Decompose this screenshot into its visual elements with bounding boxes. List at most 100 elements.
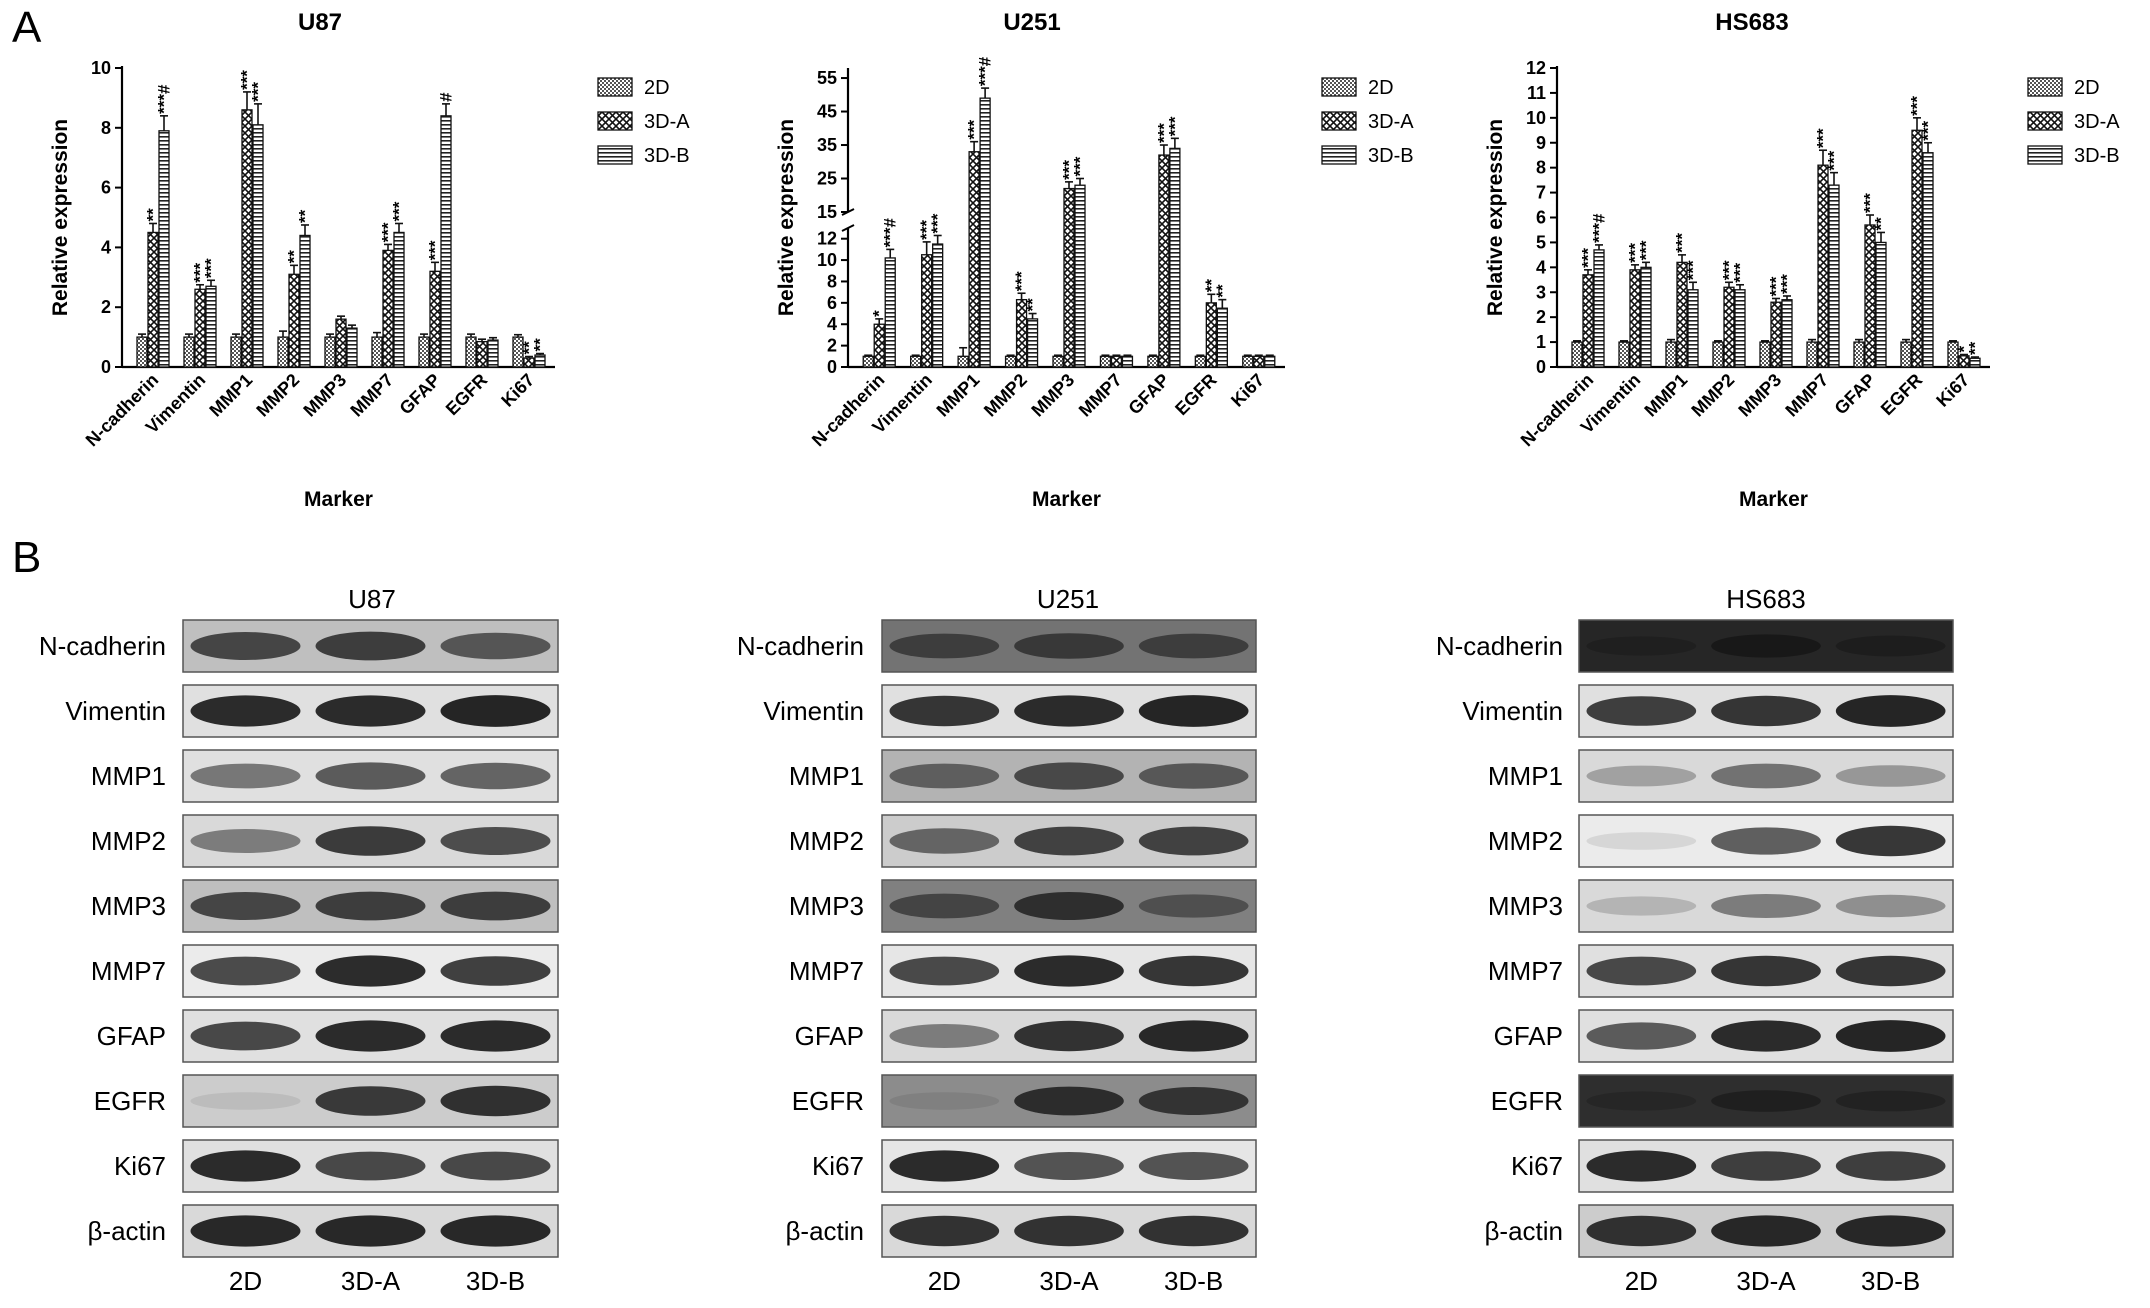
bar-2d-vimentin xyxy=(183,336,195,368)
legend-label-3d-a: 3D-A xyxy=(644,111,690,133)
bar-3d-a-vimentin xyxy=(921,254,933,368)
blot-row-label: β-actin xyxy=(87,1216,166,1246)
legend-swatch-3d-a xyxy=(597,111,633,131)
x-tick-label: EGFR xyxy=(442,370,492,420)
bar-3d-a-mmp3 xyxy=(1063,187,1075,368)
y-tick-label: 10 xyxy=(91,58,111,78)
significance-label: ** xyxy=(1213,284,1232,298)
significance-label: # xyxy=(437,92,456,102)
bar-2d-vimentin xyxy=(1618,341,1630,368)
bar-3d-b-ki67 xyxy=(534,354,546,368)
bar-3d-b-mmp3 xyxy=(346,327,358,368)
blot-band xyxy=(1835,894,1946,918)
blot-band xyxy=(1138,1020,1249,1052)
bar-2d-ki67 xyxy=(1947,341,1959,368)
y-tick-label: 4 xyxy=(101,237,111,257)
significance-label: ***# xyxy=(1590,213,1609,243)
blot-lane-label: 3D-A xyxy=(1736,1266,1796,1296)
bar-2d-mmp3 xyxy=(324,336,336,368)
x-tick-label: MMP2 xyxy=(252,370,303,421)
x-tick-label: Ki67 xyxy=(497,370,538,411)
y-tick-label: 6 xyxy=(827,293,837,313)
significance-label: *** xyxy=(1165,116,1184,136)
bar-2d-mmp2 xyxy=(1712,341,1724,368)
blot-band xyxy=(1014,633,1124,659)
blot-band xyxy=(315,1215,426,1247)
y-tick-label: 2 xyxy=(827,336,837,356)
significance-label: *** xyxy=(1579,248,1598,268)
bar-2d-n-cadherin xyxy=(1571,341,1583,368)
blot-band xyxy=(1014,955,1124,987)
blot-row-label: GFAP xyxy=(1494,1021,1563,1051)
blot-lane-label: 3D-A xyxy=(1039,1266,1099,1296)
x-tick-label: Ki67 xyxy=(1227,370,1268,411)
bar-2d-gfap xyxy=(1147,355,1159,368)
blot-row-label: EGFR xyxy=(792,1086,864,1116)
blot-band xyxy=(440,695,551,727)
y-tick-label: 7 xyxy=(1536,183,1546,203)
y-tick-label: 0 xyxy=(101,357,111,377)
bar-3d-b-mmp7 xyxy=(1121,355,1134,368)
significance-label: *** xyxy=(1684,260,1703,280)
blot-row-label: MMP1 xyxy=(1488,761,1563,791)
bar-3d-a-mmp1 xyxy=(241,109,253,368)
blot-row-label: Vimentin xyxy=(65,696,166,726)
significance-label: *** xyxy=(928,213,947,233)
significance-label: *** xyxy=(379,222,398,242)
bar-2d-gfap xyxy=(418,336,430,368)
y-tick-label: 6 xyxy=(101,178,111,198)
blot-title: U87 xyxy=(348,584,396,614)
significance-label: *** xyxy=(191,263,210,283)
blot-row-label: EGFR xyxy=(94,1086,166,1116)
panel-label-a: A xyxy=(12,3,42,52)
significance-label: *** xyxy=(965,119,984,139)
blot-lane-label: 3D-B xyxy=(1164,1266,1223,1296)
bar-2d-vimentin xyxy=(910,355,922,368)
bar-2d-mmp3 xyxy=(1759,341,1771,368)
bar-2d-mmp3 xyxy=(1052,355,1064,368)
blot-band xyxy=(1138,695,1249,727)
significance-label: ** xyxy=(1872,217,1891,231)
blot-band xyxy=(1014,762,1124,790)
y-tick-label: 10 xyxy=(1526,108,1546,128)
blot-row-label: Vimentin xyxy=(763,696,864,726)
bar-3d-a-mmp7 xyxy=(1110,355,1123,368)
blot-lane-label: 3D-B xyxy=(466,1266,525,1296)
blot-band xyxy=(1835,765,1946,787)
blot-band xyxy=(1014,826,1124,856)
blot-band xyxy=(1711,634,1821,658)
y-axis-label: Relative expression xyxy=(49,119,72,316)
significance-label: *** xyxy=(249,82,268,102)
bar-3d-a-ki67 xyxy=(1253,355,1265,368)
bar-3d-b-vimentin xyxy=(1640,266,1652,368)
blot-row-label: EGFR xyxy=(1491,1086,1563,1116)
blot-band xyxy=(1835,1215,1946,1247)
blot-band xyxy=(889,633,1000,659)
significance-label: *** xyxy=(1720,260,1739,280)
bar-3d-b-mmp1 xyxy=(979,97,991,368)
blot-row-label: MMP7 xyxy=(1488,956,1563,986)
blot-lane-label: 2D xyxy=(928,1266,961,1296)
bar-3d-b-mmp3 xyxy=(1781,299,1793,368)
blot-row-label: GFAP xyxy=(795,1021,864,1051)
bar-2d-n-cadherin xyxy=(136,336,148,368)
blot-band xyxy=(889,695,1000,727)
y-tick-label: 10 xyxy=(817,250,837,270)
legend-label-2d: 2D xyxy=(2074,77,2100,99)
bar-3d-b-mmp1 xyxy=(1687,289,1699,368)
x-tick-label: MMP1 xyxy=(1640,370,1691,421)
blot-row-label: GFAP xyxy=(97,1021,166,1051)
y-tick-label: 4 xyxy=(1536,257,1546,277)
x-tick-label: EGFR xyxy=(1171,370,1221,420)
bar-3d-b-n-cadherin xyxy=(158,130,170,368)
western-blots-layer: B U87 N-cadherin Vimentin MMP1 MMP2 MMP3 MMP7 GF… xyxy=(12,533,1954,1296)
blot-band xyxy=(1138,955,1249,987)
x-tick-label: MMP1 xyxy=(205,370,256,421)
legend-swatch-3d-b xyxy=(2027,145,2063,165)
significance-label: *** xyxy=(1012,271,1031,291)
y-tick-label: 11 xyxy=(1527,83,1546,103)
blot-band xyxy=(1835,635,1946,657)
blot-band xyxy=(440,632,551,660)
